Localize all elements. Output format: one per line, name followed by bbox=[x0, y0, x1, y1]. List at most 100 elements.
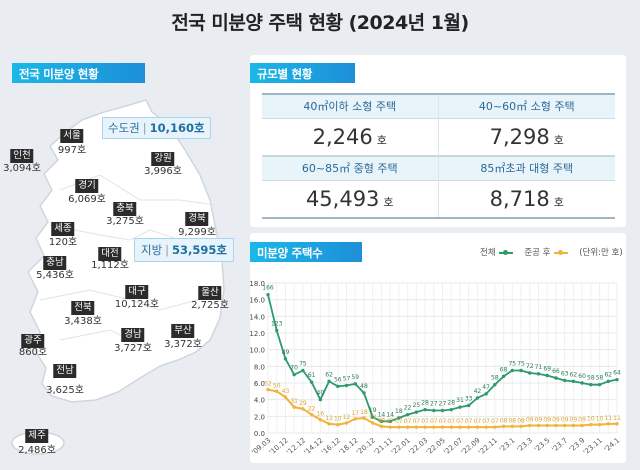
data-label: 166 bbox=[262, 285, 274, 292]
x-tick-label: '10.12 bbox=[268, 436, 290, 456]
size-section-heading: 규모별 현황 bbox=[250, 63, 355, 83]
local-value: 53,595호 bbox=[172, 243, 228, 257]
data-point bbox=[309, 380, 314, 384]
size-cell: 40㎡이하 소형 주택 2,246 호 bbox=[262, 95, 439, 155]
data-label: 31 bbox=[456, 397, 464, 404]
region-name: 경북 bbox=[185, 206, 209, 226]
data-point bbox=[423, 425, 427, 429]
data-label: 07 bbox=[491, 418, 499, 425]
data-label: 09 bbox=[561, 417, 569, 424]
data-point bbox=[283, 357, 288, 361]
data-point bbox=[414, 410, 419, 414]
x-tick-label: '23.5 bbox=[533, 436, 552, 453]
size-label: 85㎡초과 대형 주택 bbox=[438, 157, 615, 181]
x-tick-label: '23.7 bbox=[550, 436, 569, 453]
region-value: 3,372호 bbox=[164, 339, 202, 350]
legend-total-label: 전체 bbox=[480, 248, 496, 258]
data-point bbox=[362, 391, 366, 395]
y-tick-label: 8.0 bbox=[254, 363, 265, 371]
data-label: 33 bbox=[465, 396, 473, 403]
data-point bbox=[536, 423, 541, 428]
region-name: 충북 bbox=[113, 196, 137, 216]
data-label: 64 bbox=[613, 370, 621, 377]
x-tick-label: '22.07 bbox=[442, 436, 464, 456]
data-point bbox=[379, 419, 384, 424]
x-tick-label: '18.12 bbox=[338, 436, 360, 456]
region-value: 120호 bbox=[48, 237, 78, 248]
data-label: 11 bbox=[613, 415, 621, 422]
data-point bbox=[423, 407, 427, 412]
y-tick-label: 18.0 bbox=[250, 280, 265, 288]
size-label: 40~60㎡ 소형 주택 bbox=[438, 95, 615, 119]
chart-legend: 전체 준공 후 (단위:만 호) bbox=[480, 246, 623, 258]
data-point bbox=[371, 415, 375, 419]
data-label: 56 bbox=[334, 376, 342, 383]
legend-total-swatch bbox=[498, 249, 513, 255]
data-label: 07 bbox=[482, 418, 490, 425]
data-label: 57 bbox=[343, 376, 351, 383]
size-label: 40㎡이하 소형 주택 bbox=[262, 95, 438, 119]
region-name: 광주 bbox=[21, 328, 45, 348]
data-label: 29 bbox=[299, 400, 307, 407]
size-cell: 60~85㎡ 중형 주택 45,493 호 bbox=[262, 155, 439, 217]
region-value: 3,996호 bbox=[144, 166, 182, 177]
data-label: 22 bbox=[404, 405, 412, 412]
region-value: 1,112호 bbox=[91, 260, 129, 271]
data-point bbox=[571, 379, 576, 384]
x-tick-label: '20.12 bbox=[355, 436, 377, 456]
data-label: 75 bbox=[299, 361, 307, 368]
data-point bbox=[458, 425, 462, 429]
metro-label: 수도권 bbox=[108, 121, 140, 135]
data-label: 68 bbox=[500, 366, 508, 373]
y-tick-label: 16.0 bbox=[250, 297, 265, 305]
data-point bbox=[519, 368, 523, 373]
data-point bbox=[510, 424, 514, 429]
size-value: 8,718 호 bbox=[489, 187, 564, 211]
data-label: 10 bbox=[334, 416, 342, 423]
data-point bbox=[301, 407, 305, 411]
y-tick-label: 12.0 bbox=[250, 330, 265, 338]
region-value: 997호 bbox=[57, 145, 87, 156]
data-label: 42 bbox=[474, 388, 482, 395]
data-point bbox=[449, 425, 453, 429]
data-label: 58 bbox=[491, 375, 499, 382]
data-point bbox=[580, 381, 584, 385]
data-label: 09 bbox=[535, 417, 543, 424]
data-point bbox=[458, 405, 462, 409]
data-label: 09 bbox=[570, 417, 578, 424]
data-point bbox=[379, 424, 384, 429]
data-label: 58 bbox=[596, 375, 604, 382]
data-point bbox=[493, 382, 497, 387]
data-point bbox=[283, 395, 288, 399]
x-tick-label: '22.09 bbox=[460, 436, 482, 456]
region-name: 충남 bbox=[43, 250, 67, 270]
data-point bbox=[344, 383, 349, 388]
data-label: 22 bbox=[308, 406, 316, 413]
data-label: 10 bbox=[587, 416, 595, 423]
data-label: 31 bbox=[290, 398, 298, 405]
local-total: 지방 | 53,595호 bbox=[134, 238, 235, 262]
data-point bbox=[318, 417, 323, 422]
y-tick-label: 14.0 bbox=[250, 313, 265, 321]
x-tick-label: '12.12 bbox=[285, 436, 307, 456]
data-label: 07 bbox=[386, 418, 394, 425]
data-point bbox=[266, 292, 270, 297]
data-point bbox=[414, 425, 419, 429]
data-label: 17 bbox=[351, 410, 359, 417]
data-point bbox=[545, 373, 549, 378]
data-label: 62 bbox=[325, 371, 333, 378]
data-point bbox=[362, 416, 366, 420]
size-cell: 85㎡초과 대형 주택 8,718 호 bbox=[438, 155, 615, 217]
region-value: 3,094호 bbox=[3, 163, 41, 174]
region-value: 3,625호 bbox=[46, 385, 84, 396]
data-point bbox=[536, 372, 541, 376]
data-point bbox=[466, 403, 471, 408]
data-point bbox=[397, 425, 401, 429]
metro-total: 수도권 | 10,160호 bbox=[102, 117, 211, 139]
data-label: 07 bbox=[430, 418, 438, 425]
x-tick-label: '14.12 bbox=[303, 436, 325, 456]
legend-completed-label: 준공 후 bbox=[524, 248, 551, 258]
data-label: 16 bbox=[317, 411, 325, 418]
data-point bbox=[466, 425, 471, 429]
data-label: 28 bbox=[421, 400, 429, 407]
